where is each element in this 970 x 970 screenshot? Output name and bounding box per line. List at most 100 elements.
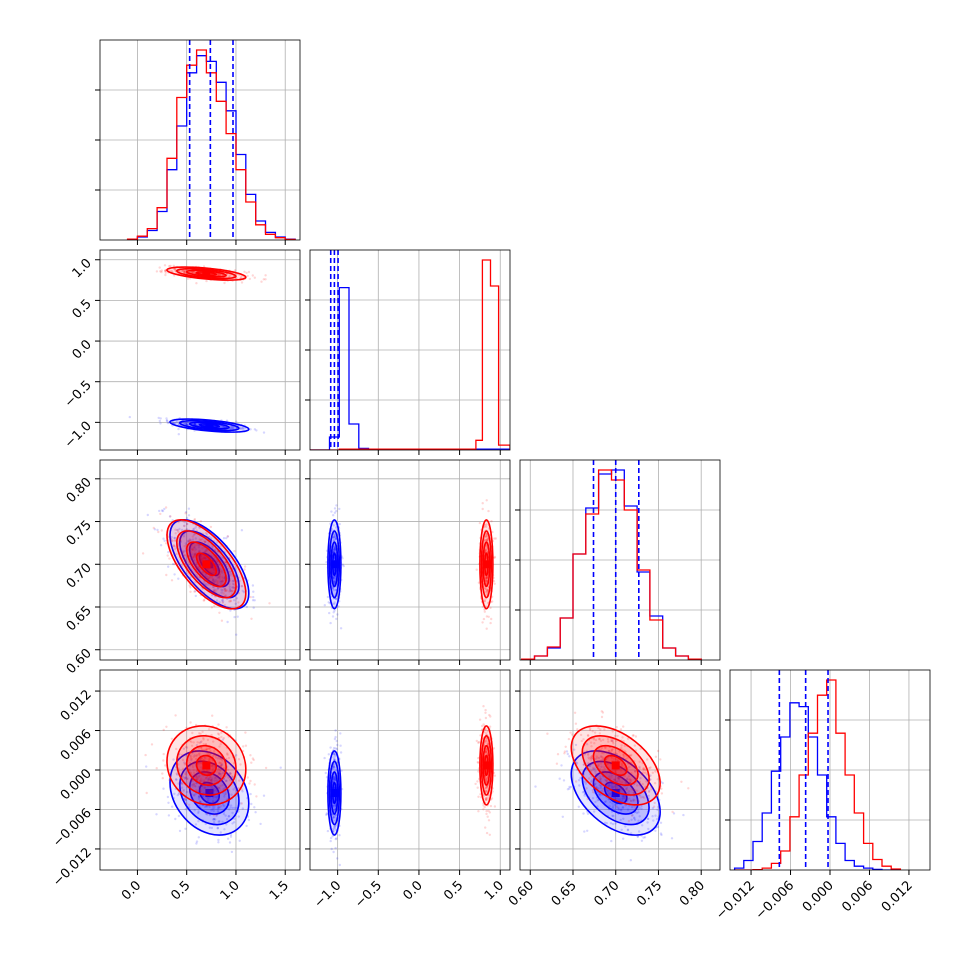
sample-point — [477, 761, 480, 764]
sample-point — [630, 814, 634, 817]
sample-point — [334, 729, 337, 732]
sample-point — [167, 801, 170, 804]
sample-point — [194, 775, 197, 778]
sample-point — [251, 274, 254, 277]
sample-point — [597, 787, 600, 790]
sample-point — [641, 782, 644, 786]
contour-line — [603, 754, 628, 777]
sample-point — [487, 819, 491, 822]
sample-point — [334, 837, 337, 841]
y-tick-label: 0.0 — [70, 337, 95, 362]
sample-point — [335, 748, 339, 751]
sample-point — [485, 776, 489, 779]
sample-point — [173, 544, 176, 548]
sample-point — [485, 576, 488, 580]
sample-point — [193, 519, 196, 522]
sample-point — [603, 728, 606, 731]
sample-point — [221, 575, 224, 578]
sample-point — [194, 552, 198, 555]
sample-point — [210, 733, 213, 737]
sample-point — [644, 790, 648, 793]
sample-point — [637, 819, 640, 822]
sample-point — [687, 787, 690, 790]
sample-point — [626, 777, 629, 780]
sample-point — [333, 580, 336, 583]
peak-marker — [205, 421, 214, 430]
sample-point — [239, 802, 242, 805]
sample-point — [214, 756, 218, 759]
sample-point — [332, 576, 335, 579]
sample-point — [237, 815, 240, 818]
sample-point — [620, 746, 623, 750]
sample-point — [208, 775, 212, 779]
red-histogram — [310, 259, 510, 450]
sample-point — [564, 745, 567, 748]
sample-point — [235, 420, 238, 423]
sample-point — [568, 787, 571, 790]
x-tick-label: 0.5 — [441, 878, 466, 903]
sample-point — [217, 768, 220, 771]
sample-point — [222, 812, 226, 816]
sample-point — [659, 832, 663, 835]
sample-point — [627, 775, 630, 778]
sample-point — [213, 549, 217, 552]
sample-point — [630, 772, 633, 775]
sample-point — [184, 776, 187, 779]
sample-point — [213, 580, 216, 584]
sample-point — [173, 422, 177, 425]
sample-point — [232, 586, 235, 589]
sample-point — [221, 589, 224, 592]
sample-point — [201, 779, 204, 782]
sample-point — [338, 863, 341, 867]
sample-point — [247, 818, 251, 822]
sample-point — [483, 600, 486, 603]
sample-point — [332, 550, 335, 554]
x-tick-label: 0.006 — [839, 878, 876, 915]
sample-point — [193, 809, 196, 812]
sample-point — [577, 779, 581, 782]
sample-point — [611, 786, 614, 789]
sample-point — [229, 772, 232, 775]
contour-line — [328, 760, 341, 826]
sample-point — [615, 786, 619, 790]
sample-point — [485, 580, 489, 583]
sample-point — [485, 785, 488, 788]
sample-point — [206, 778, 210, 782]
sample-point — [201, 574, 205, 577]
sample-point — [228, 582, 231, 586]
sample-point — [279, 766, 282, 769]
sample-point — [198, 550, 201, 553]
sample-point — [221, 767, 224, 770]
sample-point — [610, 774, 613, 777]
sample-point — [623, 796, 627, 799]
sample-point — [332, 778, 336, 781]
sample-point — [233, 817, 236, 821]
sample-point — [476, 780, 479, 783]
sample-point — [333, 548, 336, 551]
sample-point — [483, 610, 486, 613]
sample-point — [332, 576, 336, 580]
sample-point — [485, 533, 488, 536]
sample-point — [331, 586, 335, 589]
sample-point — [196, 566, 200, 569]
sample-point — [680, 780, 683, 783]
sample-point — [650, 785, 653, 789]
sample-point — [487, 809, 490, 813]
sample-point — [608, 793, 612, 796]
sample-point — [204, 756, 207, 760]
sample-point — [194, 773, 197, 776]
sample-point — [219, 765, 222, 768]
sample-point — [223, 828, 226, 831]
sample-point — [207, 777, 210, 781]
sample-point — [491, 530, 494, 534]
sample-point — [333, 602, 336, 606]
sample-point — [583, 830, 586, 833]
sample-point — [595, 785, 598, 789]
sample-point — [200, 777, 203, 780]
sample-point — [611, 730, 614, 733]
sample-point — [162, 787, 165, 790]
sample-point — [332, 815, 335, 819]
sample-point — [656, 825, 660, 829]
sample-point — [214, 795, 217, 799]
sample-point — [216, 757, 220, 760]
